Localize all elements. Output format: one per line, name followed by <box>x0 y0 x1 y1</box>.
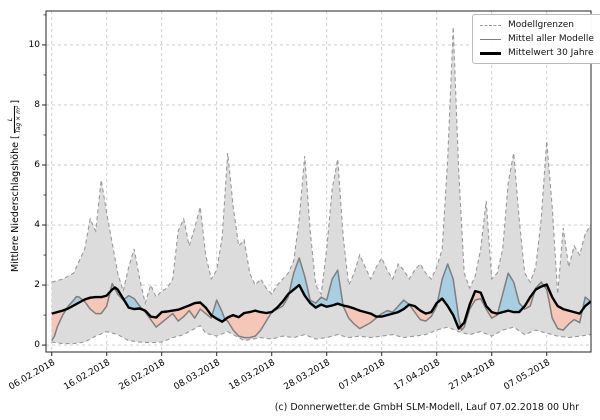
legend-label: Mittelwert 30 Jahre <box>508 48 594 58</box>
y-tick-label: 8 <box>34 99 40 110</box>
legend-item-mittel-aller-modelle: Mittel aller Modelle <box>480 34 594 44</box>
y-tick-label: 0 <box>34 340 40 351</box>
legend-label: Mittel aller Modelle <box>508 34 594 44</box>
copyright-text: (c) Donnerwetter.de GmbH SLM-Modell, Lau… <box>274 402 579 413</box>
y-tick-label: 2 <box>34 280 40 291</box>
y-axis-label-text: Mittlere Niederschlagshöhe [ <box>9 135 21 273</box>
legend: Modellgrenzen Mittel aller Modelle Mitte… <box>472 14 600 64</box>
legend-item-modellgrenzen: Modellgrenzen <box>480 20 594 30</box>
legend-label: Modellgrenzen <box>508 20 574 30</box>
y-tick-label: 6 <box>34 159 40 170</box>
dashed-line-sample-icon <box>480 24 501 26</box>
black-line-sample-icon <box>480 51 501 55</box>
gray-line-sample-icon <box>480 38 501 40</box>
y-tick-label: 10 <box>28 39 40 50</box>
y-tick-label: 4 <box>34 220 40 231</box>
legend-item-mittelwert-30-jahre: Mittelwert 30 Jahre <box>480 48 594 58</box>
y-axis-label: Mittlere Niederschlagshöhe [L Tag × m²] <box>6 99 23 273</box>
